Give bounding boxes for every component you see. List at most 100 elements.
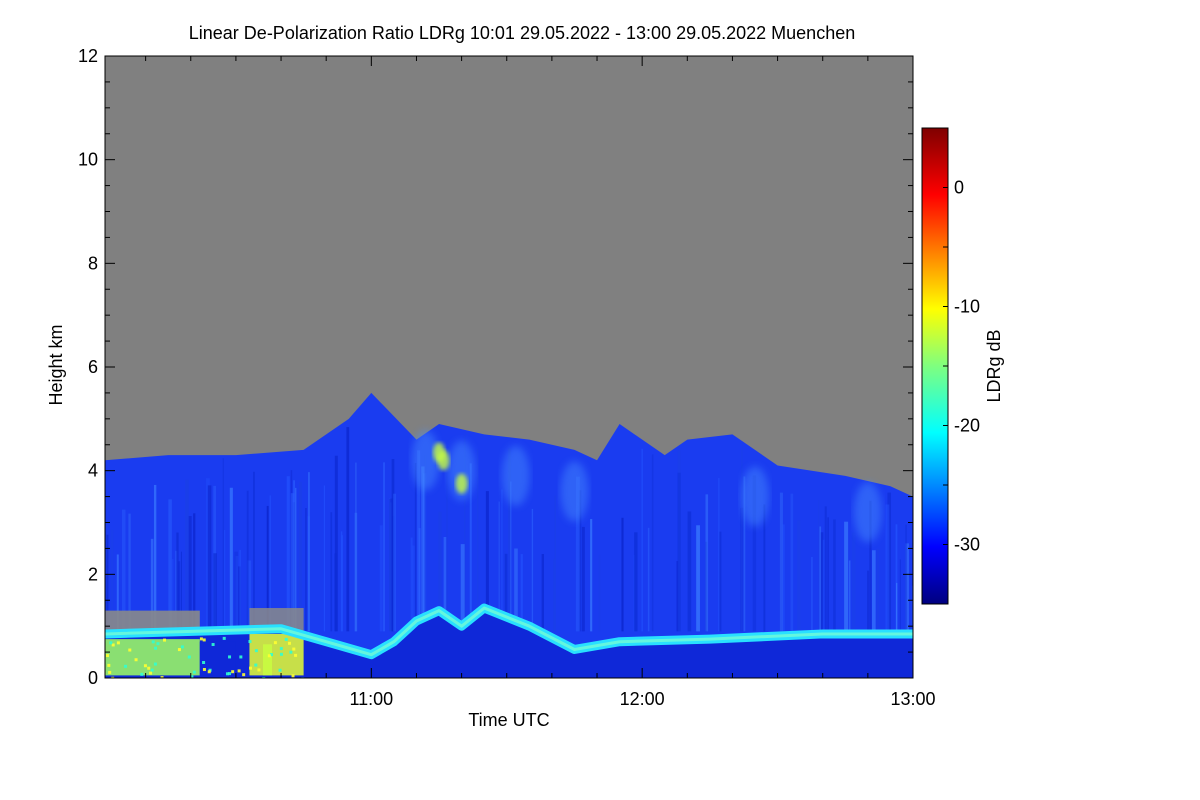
cloud-streak (779, 492, 783, 632)
cloud-streak (330, 512, 333, 632)
aerosol-speckle (111, 676, 115, 678)
cloud-streak (414, 463, 417, 632)
aerosol-speckle (187, 655, 191, 659)
cloud-streak (222, 458, 224, 632)
cloud-streak (247, 560, 252, 632)
cloud-streak (676, 560, 679, 632)
cloud-streak (305, 508, 307, 632)
y-tick-label: 6 (88, 357, 98, 377)
cloud-streak (185, 479, 189, 632)
cloud-streak (308, 472, 310, 632)
plume-structure (501, 445, 530, 506)
aerosol-speckle (207, 670, 211, 674)
aerosol-speckle (254, 649, 258, 653)
aerosol-speckle (199, 637, 203, 641)
aerosol-speckle (153, 662, 157, 666)
aerosol-speckle (287, 641, 291, 645)
cloud-streak (641, 448, 643, 632)
cloud-streak (782, 524, 785, 632)
cloud-streak (110, 529, 114, 632)
aerosol-speckle (107, 663, 111, 667)
cloud-streak (213, 553, 217, 632)
cloud-streak (820, 532, 824, 632)
cloud-streak (911, 585, 913, 632)
cloud-streak (541, 553, 544, 632)
cloud-streak (269, 495, 271, 632)
cloud-streak (421, 466, 425, 632)
aerosol-speckle (222, 636, 226, 640)
cloud-streak (485, 491, 489, 632)
y-tick-label: 4 (88, 461, 98, 481)
cloud-streak (355, 462, 357, 632)
aerosol-speckle (109, 641, 113, 645)
aerosol-speckle (292, 647, 296, 651)
plot-area (105, 56, 913, 678)
cloud-streak (171, 558, 174, 632)
cloud-streak (520, 554, 523, 632)
cloud-streak (412, 545, 415, 632)
aerosol-speckle (267, 654, 271, 658)
aerosol-speckle (294, 653, 298, 657)
aerosol-speckle (208, 668, 212, 672)
cloud-streak (168, 499, 172, 632)
aerosol-speckle (225, 672, 229, 676)
cloud-streak (621, 517, 624, 632)
cloud-streak (581, 526, 585, 632)
cloud-streak (298, 481, 302, 632)
cloud-streak (554, 495, 556, 632)
cloud-streak (106, 534, 109, 632)
aerosol-speckle (192, 670, 196, 674)
aerosol-speckle (231, 670, 235, 674)
cloud-streak (323, 485, 325, 632)
cloud-streak (504, 553, 508, 632)
cloud-streak (235, 555, 239, 632)
depolarizing-speckle (437, 450, 450, 471)
cloud-streak (848, 560, 851, 632)
plume-structure (741, 466, 770, 527)
cloud-streak (266, 505, 269, 632)
cloud-streak (905, 543, 909, 632)
cloud-streak (180, 551, 182, 632)
cloud-streak (207, 485, 212, 632)
cloud-streak (811, 557, 813, 632)
cloud-streak (905, 524, 907, 632)
x-axis-title: Time UTC (468, 710, 549, 730)
cloud-streak (896, 582, 898, 632)
cloud-streak (334, 553, 337, 632)
cloud-streak (634, 532, 638, 632)
cloud-streak (510, 481, 512, 632)
colorbar-tick-label: -30 (954, 535, 980, 555)
aerosol-speckle (160, 676, 164, 678)
cloud-streak (334, 455, 338, 632)
boundary-layer-core (105, 606, 913, 657)
plume-structure (853, 482, 882, 543)
cloud-streak (252, 471, 255, 632)
cloud-streak (150, 538, 154, 632)
aerosol-patch (105, 610, 200, 632)
colorbar-axis: 0 -10 -20 -30 (943, 178, 980, 555)
cloud-streak (553, 558, 556, 632)
cloud-streak (818, 500, 820, 632)
cloud-streak (246, 490, 249, 632)
cloud-streak (391, 459, 395, 632)
cloud-streak (867, 570, 870, 632)
cloud-streak (844, 521, 849, 632)
cloud-streak (446, 473, 448, 632)
aerosol-speckle (273, 641, 277, 645)
aerosol-speckle (202, 660, 206, 664)
cloud-streak (752, 475, 757, 632)
cloud-streak (677, 472, 681, 632)
x-tick-label: 11:00 (349, 689, 393, 709)
aerosol-speckle (254, 663, 258, 667)
cloud-streak (424, 454, 427, 632)
plume-structure (447, 440, 476, 501)
cloud-streak (718, 478, 720, 632)
aerosol-speckle (154, 646, 158, 650)
cloud-streak (895, 524, 898, 632)
cloud-streak (443, 536, 447, 632)
plume-structure (560, 461, 589, 522)
cloud-texture (106, 427, 913, 632)
cloud-streak (410, 537, 413, 632)
x-tick-label: 13:00 (890, 689, 935, 709)
